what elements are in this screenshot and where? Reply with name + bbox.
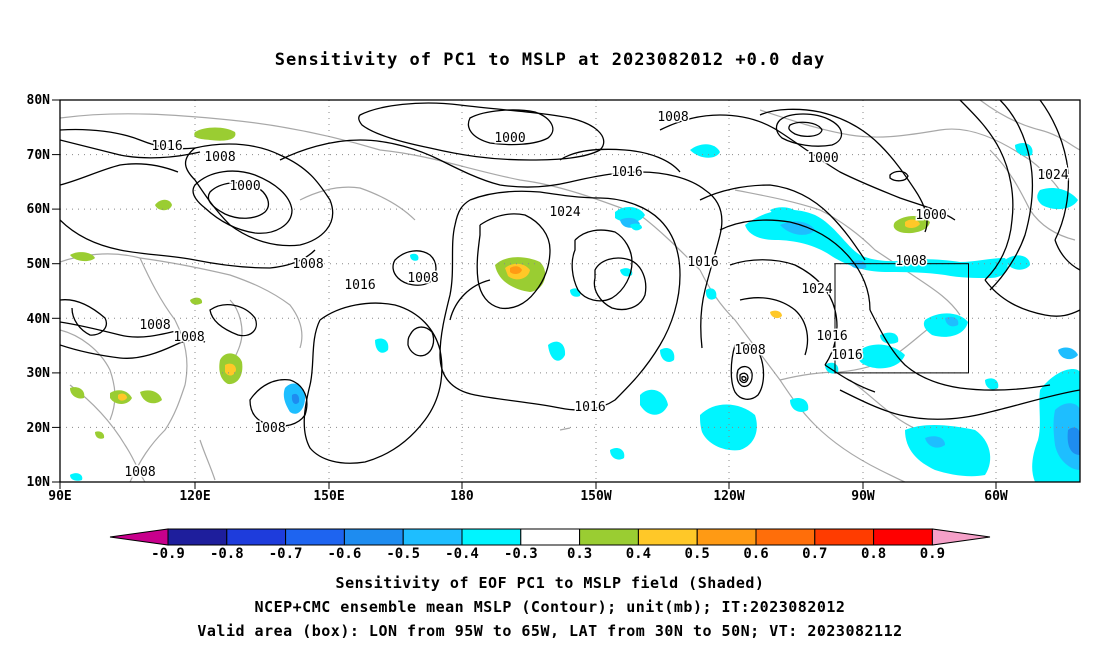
colorbar-label: -0.7 — [269, 546, 303, 562]
map-title: Sensitivity of PC1 to MSLP at 2023082012… — [274, 50, 826, 70]
colorbar-label: -0.5 — [386, 546, 420, 562]
lat-label: 30N — [27, 366, 51, 381]
colorbar-label: 0.3 — [567, 546, 592, 562]
colorbar-swatch — [226, 528, 287, 546]
colorbar-swatch — [343, 528, 404, 546]
colorbar-swatch — [402, 528, 463, 546]
contour-label: 1008 — [734, 343, 765, 358]
caption-line-3: Valid area (box): LON from 95W to 65W, L… — [197, 622, 903, 640]
mslp-contours — [60, 100, 1080, 464]
lon-label: 90E — [48, 489, 71, 504]
axis-ticks — [52, 99, 997, 489]
caption-line-2: NCEP+CMC ensemble mean MSLP (Contour); u… — [254, 598, 846, 616]
contour-label: 1016 — [151, 139, 182, 154]
contour-label: 1024 — [1037, 168, 1068, 183]
colorbar-swatch — [285, 528, 345, 546]
colorbar-swatch — [461, 528, 522, 546]
colorbar-label: 0.5 — [685, 546, 710, 562]
contour-label: 1016 — [816, 329, 847, 344]
colorbar-label: 0.7 — [802, 546, 827, 562]
contour-label: 1024 — [801, 282, 832, 297]
colorbar-label: -0.3 — [504, 546, 538, 562]
colorbar-swatch — [579, 528, 639, 546]
colorbar — [109, 528, 991, 546]
contour-label: 1008 — [657, 110, 688, 125]
colorbar-label: 0.6 — [743, 546, 768, 562]
colorbar-right-arrow — [931, 528, 991, 546]
contour-label: 1016 — [611, 165, 642, 180]
lat-label: 50N — [27, 257, 51, 272]
colorbar-label: -0.8 — [210, 546, 244, 562]
colorbar-label: -0.9 — [151, 546, 185, 562]
lat-label: 80N — [27, 93, 51, 108]
valid-area-box — [834, 263, 969, 374]
map-frame — [59, 99, 1081, 483]
contour-label: 1008 — [407, 271, 438, 286]
lat-label: 60N — [27, 202, 51, 217]
lon-label: 150E — [313, 489, 344, 504]
contour-label: 1000 — [915, 208, 946, 223]
lat-label: 40N — [27, 312, 51, 327]
lat-label: 20N — [27, 421, 51, 436]
lon-label: 150W — [580, 489, 611, 504]
contour-label: 1016 — [831, 348, 862, 363]
contour-label: 1008 — [139, 318, 170, 333]
colorbar-label: 0.4 — [626, 546, 651, 562]
contour-label: 1024 — [549, 205, 580, 220]
contour-label: 1016 — [687, 255, 718, 270]
colorbar-label: -0.6 — [328, 546, 362, 562]
colorbar-label: 0.8 — [861, 546, 886, 562]
colorbar-left-arrow — [109, 528, 169, 546]
contour-label: 1008 — [204, 150, 235, 165]
colorbar-label: 0.9 — [920, 546, 945, 562]
contour-label: 1008 — [895, 254, 926, 269]
contour-label: 1008 — [254, 421, 285, 436]
contour-label: 1000 — [807, 151, 838, 166]
colorbar-label: -0.4 — [445, 546, 479, 562]
contour-label: 1000 — [494, 131, 525, 146]
contour-label: 1008 — [124, 465, 155, 480]
lon-label: 90W — [851, 489, 875, 504]
contour-label: 1008 — [173, 330, 204, 345]
lat-label: 70N — [27, 148, 51, 163]
contour-label: 1016 — [344, 278, 375, 293]
caption-line-1: Sensitivity of EOF PC1 to MSLP field (Sh… — [335, 574, 765, 592]
lon-label: 120W — [713, 489, 744, 504]
lon-label: 120E — [179, 489, 210, 504]
contour-label: 1008 — [292, 257, 323, 272]
colorbar-swatch — [755, 528, 816, 546]
colorbar-swatch — [637, 528, 698, 546]
lon-label: 180 — [450, 489, 474, 504]
lat-label: 10N — [27, 475, 51, 490]
contour-label: 1000 — [229, 179, 260, 194]
colorbar-swatch — [167, 528, 228, 546]
contour-label: 1016 — [574, 400, 605, 415]
colorbar-swatch — [696, 528, 757, 546]
lon-label: 60W — [984, 489, 1008, 504]
colorbar-swatch — [520, 528, 581, 546]
colorbar-swatch — [873, 528, 933, 546]
colorbar-swatch — [814, 528, 875, 546]
